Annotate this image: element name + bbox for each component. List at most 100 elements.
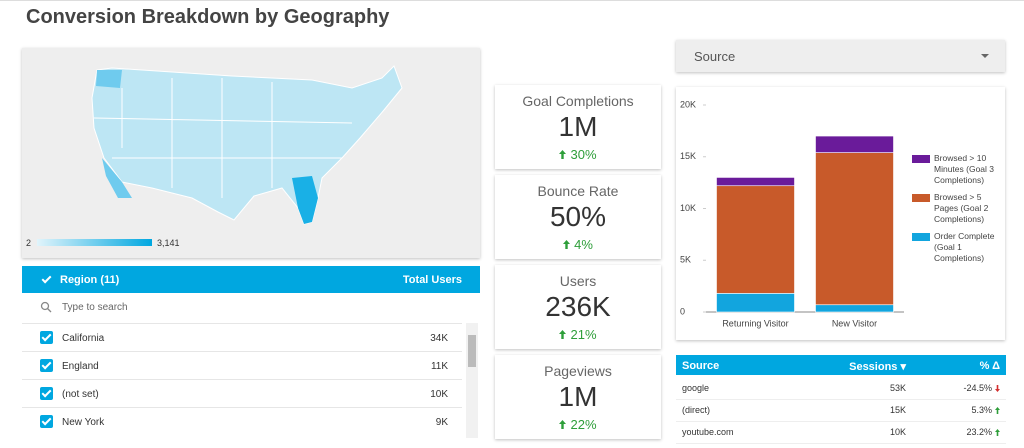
scorecard-value: 1M [558, 111, 598, 142]
map-card: 2 3,141 [22, 48, 480, 258]
scorecard: Goal Completions 1M 30% [495, 85, 661, 169]
source-name: (direct) [682, 405, 711, 415]
scorecard-delta-row: 4% [495, 237, 661, 252]
region-row: England 11K [22, 351, 462, 380]
region-users: 9K [435, 417, 448, 428]
dropdown-caret [981, 54, 989, 58]
scorecard: Bounce Rate 50% 4% [495, 175, 661, 259]
change-arrow [995, 428, 1000, 438]
column-header[interactable]: Sessions ▾ [849, 361, 906, 373]
y-tick-label: 5K [680, 255, 691, 265]
bar-segment [716, 185, 795, 294]
scorecard: Users 236K 21% [495, 265, 661, 349]
x-tick-label: Returning Visitor [722, 318, 788, 328]
change-arrow [995, 384, 1000, 394]
row-checkbox[interactable] [40, 359, 53, 372]
region-row: (not set) 10K [22, 379, 462, 408]
page-title: Conversion Breakdown by Geography [26, 6, 390, 28]
scorecard-value: 1M [558, 381, 598, 412]
region-row: New York 9K [22, 407, 462, 436]
bar-segment [716, 293, 795, 313]
bar-segment [815, 304, 894, 313]
scorecard-value: 236K [545, 291, 611, 322]
scorecard-title: Users [559, 273, 597, 289]
map-legend-min: 2 [26, 238, 32, 248]
change-arrow [995, 406, 1000, 416]
region-row: California 34K [22, 323, 462, 352]
source-row: (direct) 15K 5.3% [676, 399, 1006, 422]
legend-label: Browsed > 10 Minutes (Goal 3 Completions… [934, 153, 994, 185]
source-row: google 53K -24.5% [676, 377, 1006, 400]
bar-segment [716, 177, 795, 187]
scorecard-title: Pageviews [544, 363, 612, 379]
scorecard-title: Goal Completions [522, 93, 634, 109]
change-arrow-icon [995, 429, 1000, 436]
column-header[interactable]: % Δ [979, 360, 1000, 372]
scorecard-value: 50% [549, 201, 607, 232]
x-tick-label: New Visitor [832, 318, 877, 328]
region-users: 34K [430, 333, 448, 344]
bar-segment [815, 152, 894, 306]
up-arrow [559, 420, 567, 429]
scorecard-delta-row: 22% [495, 417, 661, 432]
legend-label: Browsed > 5 Pages (Goal 2 Completions) [934, 192, 989, 224]
top-rule [0, 0, 1024, 1]
column-header[interactable]: Source [682, 360, 720, 372]
region-name: California [62, 333, 105, 344]
source-change: 5.3% [971, 405, 992, 415]
scroll-thumb[interactable] [468, 335, 476, 367]
row-checkbox[interactable] [40, 415, 53, 428]
source-change: -24.5% [963, 383, 992, 393]
source-row: youtube.com 10K 23.2% [676, 421, 1006, 444]
search-input[interactable]: Type to search [62, 302, 128, 313]
state-borders [93, 78, 353, 198]
region-name: (not set) [62, 389, 99, 400]
search-icon [40, 301, 52, 313]
map [37, 65, 403, 246]
source-name: youtube.com [682, 427, 734, 437]
map-legend-bar [37, 239, 152, 246]
source-sessions: 15K [889, 405, 906, 415]
scorecard-delta: 4% [574, 237, 593, 252]
source-table-header: Source Sessions ▾ % Δ [676, 355, 1006, 375]
chart-card: 0 5K 10K 15K 20K Returning Visitor New Visitor… [676, 87, 1005, 340]
y-tick-label: 10K [680, 203, 696, 213]
source-change: 23.2% [966, 427, 992, 437]
up-arrow [559, 330, 567, 339]
scorecard-delta: 21% [570, 327, 597, 342]
bar-segment [815, 135, 894, 153]
stacked-bar-chart: 0 5K 10K 15K 20K Returning Visitor New Visitor [680, 99, 904, 328]
region-users: 11K [430, 361, 448, 372]
row-checkbox[interactable] [40, 387, 53, 400]
scorecard-delta: 22% [570, 417, 597, 432]
region-users: 10K [430, 389, 448, 400]
region-name: England [62, 361, 99, 372]
region-header-label: Region (11) [60, 274, 120, 286]
change-arrow-icon [995, 407, 1000, 414]
y-tick-label: 0 [680, 306, 685, 316]
region-name: New York [62, 417, 105, 428]
y-tick-label: 20K [680, 99, 696, 109]
scrollbar[interactable] [466, 323, 478, 438]
scorecard-delta: 30% [570, 147, 597, 162]
scorecard: Pageviews 1M 22% [495, 355, 661, 439]
row-checkbox[interactable] [40, 331, 53, 344]
scorecard-title: Bounce Rate [537, 183, 619, 199]
select-all-checkbox[interactable] [40, 273, 53, 286]
legend-swatch [912, 194, 930, 202]
high-states [96, 70, 132, 198]
florida [292, 176, 318, 224]
source-dropdown[interactable]: Source [676, 40, 1005, 72]
scorecard-delta-row: 30% [495, 147, 661, 162]
scorecard-delta-row: 21% [495, 327, 661, 342]
map-legend-max: 3,141 [157, 238, 180, 248]
source-name: google [682, 383, 710, 393]
y-tick-label: 15K [680, 151, 696, 161]
us-map [91, 65, 403, 225]
region-table: Type to search California 34K England 11K (n… [22, 293, 480, 438]
region-header: Region (11) Total Users [22, 266, 480, 293]
source-sessions: 53K [889, 383, 906, 393]
source-sessions: 10K [889, 427, 906, 437]
region-metric-label[interactable]: Total Users [402, 274, 462, 286]
